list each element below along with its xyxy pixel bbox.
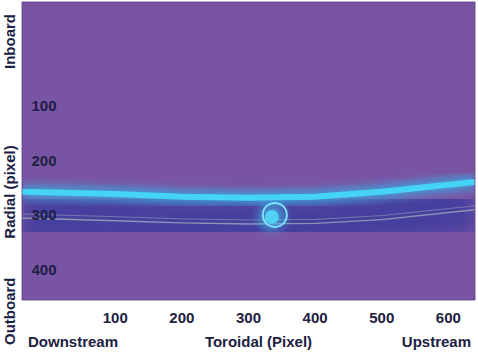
y-tick-label: 200 (31, 152, 56, 169)
x-tick-label: 400 (303, 309, 328, 326)
y-axis-title: Radial (pixel) (1, 145, 18, 238)
x-tick-label: 200 (169, 309, 194, 326)
edge (22, 182, 475, 198)
y-axis-title: Inboard (1, 14, 18, 69)
image-content (22, 182, 475, 231)
chart: 100 200 300 400 500 600 100 200 300 400 Downstream… (0, 0, 478, 354)
y-axis-title: Outboard (1, 278, 18, 346)
x-tick-label: 300 (236, 309, 261, 326)
spot-glow (258, 203, 286, 231)
plot-frame (22, 2, 475, 300)
x-axis-title: Downstream (28, 333, 118, 350)
y-tick-label: 100 (31, 97, 56, 114)
x-axis-title: Toroidal (Pixel) (205, 333, 312, 350)
y-tick-label: 400 (31, 261, 56, 278)
x-tick-label: 600 (436, 309, 461, 326)
limit-line (22, 210, 475, 224)
y-tick-label: 300 (31, 206, 56, 223)
edge-glow (22, 182, 475, 198)
image-background (22, 2, 475, 300)
x-axis-title: Upstream (402, 333, 471, 350)
spot (265, 210, 279, 224)
x-tick-label: 500 (369, 309, 394, 326)
limit-line (22, 206, 475, 220)
spot-ring (263, 203, 287, 227)
x-tick-label: 100 (103, 309, 128, 326)
